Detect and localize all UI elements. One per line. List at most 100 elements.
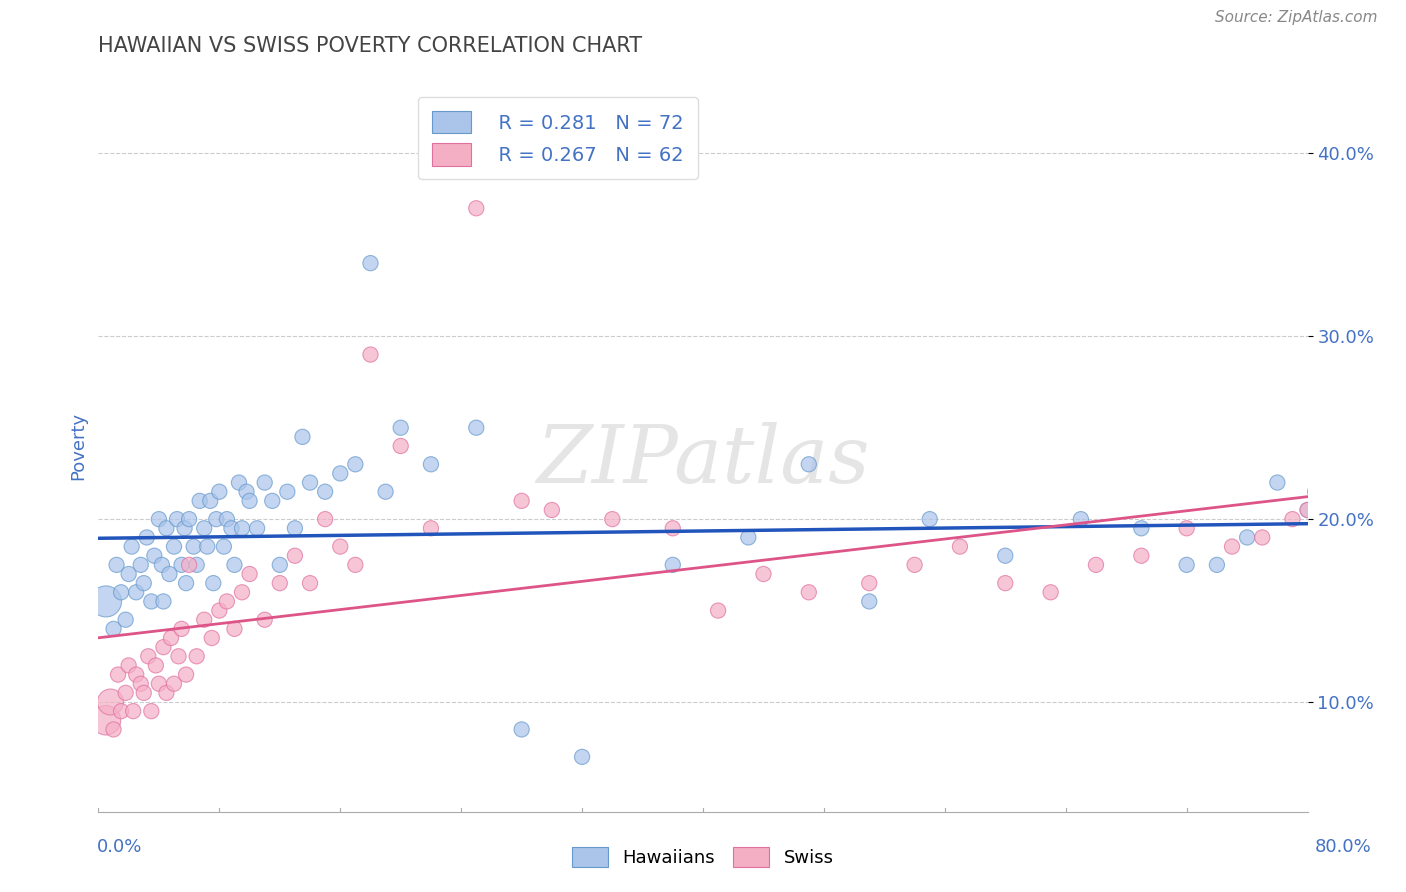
Point — [186, 558, 208, 572]
Point — [179, 512, 201, 526]
Point — [1070, 512, 1092, 526]
Point — [135, 530, 157, 544]
Point — [737, 530, 759, 544]
Point — [571, 749, 593, 764]
Point — [1267, 475, 1289, 490]
Point — [228, 475, 250, 490]
Point — [797, 457, 820, 471]
Point — [389, 421, 412, 435]
Point — [224, 558, 246, 572]
Point — [152, 594, 174, 608]
Point — [114, 613, 136, 627]
Point — [1281, 512, 1303, 526]
Point — [224, 622, 246, 636]
Point — [208, 484, 231, 499]
Point — [152, 640, 174, 655]
Point — [465, 421, 488, 435]
Point — [212, 540, 235, 554]
Point — [1303, 484, 1326, 499]
Point — [125, 585, 148, 599]
Point — [602, 512, 624, 526]
Point — [195, 540, 218, 554]
Point — [1175, 521, 1198, 535]
Point — [141, 704, 163, 718]
Point — [188, 494, 211, 508]
Point — [174, 576, 197, 591]
Point — [661, 521, 683, 535]
Point — [239, 567, 262, 582]
Point — [114, 686, 136, 700]
Point — [103, 622, 125, 636]
Point — [167, 649, 190, 664]
Point — [129, 676, 152, 690]
Point — [163, 540, 186, 554]
Point — [465, 202, 488, 216]
Text: Source: ZipAtlas.com: Source: ZipAtlas.com — [1215, 11, 1378, 25]
Point — [291, 430, 314, 444]
Text: HAWAIIAN VS SWISS POVERTY CORRELATION CHART: HAWAIIAN VS SWISS POVERTY CORRELATION CH… — [98, 36, 643, 55]
Point — [344, 457, 367, 471]
Point — [166, 512, 188, 526]
Point — [314, 512, 336, 526]
Point — [179, 558, 201, 572]
Point — [420, 521, 443, 535]
Point — [1296, 503, 1319, 517]
Point — [752, 567, 775, 582]
Point — [1039, 585, 1062, 599]
Point — [231, 521, 253, 535]
Point — [858, 594, 880, 608]
Point — [122, 704, 145, 718]
Point — [105, 558, 128, 572]
Point — [276, 484, 298, 499]
Point — [1220, 540, 1243, 554]
Point — [125, 667, 148, 681]
Point — [1130, 521, 1153, 535]
Point — [1175, 558, 1198, 572]
Point — [215, 512, 238, 526]
Point — [170, 622, 193, 636]
Point — [208, 603, 231, 617]
Point — [284, 521, 307, 535]
Text: 80.0%: 80.0% — [1315, 838, 1371, 855]
Point — [118, 658, 141, 673]
Point — [269, 576, 291, 591]
Point — [121, 540, 143, 554]
Point — [510, 723, 533, 737]
Y-axis label: Poverty: Poverty — [69, 412, 87, 480]
Point — [132, 576, 155, 591]
Legend: Hawaiians, Swiss: Hawaiians, Swiss — [565, 839, 841, 874]
Point — [797, 585, 820, 599]
Point — [129, 558, 152, 572]
Point — [1296, 503, 1319, 517]
Point — [389, 439, 412, 453]
Point — [1130, 549, 1153, 563]
Point — [994, 549, 1017, 563]
Point — [193, 521, 215, 535]
Point — [155, 686, 177, 700]
Point — [173, 521, 195, 535]
Point — [994, 576, 1017, 591]
Point — [155, 521, 177, 535]
Point — [1206, 558, 1229, 572]
Point — [193, 613, 215, 627]
Point — [215, 594, 238, 608]
Point — [262, 494, 284, 508]
Point — [329, 540, 352, 554]
Point — [110, 704, 132, 718]
Point — [329, 467, 352, 481]
Point — [661, 558, 683, 572]
Point — [904, 558, 927, 572]
Point — [374, 484, 396, 499]
Point — [344, 558, 367, 572]
Point — [150, 558, 173, 572]
Point — [148, 676, 170, 690]
Point — [94, 714, 117, 728]
Point — [163, 676, 186, 690]
Point — [253, 475, 276, 490]
Point — [235, 484, 257, 499]
Point — [160, 631, 183, 645]
Point — [118, 567, 141, 582]
Point — [1085, 558, 1108, 572]
Point — [284, 549, 307, 563]
Point — [145, 658, 167, 673]
